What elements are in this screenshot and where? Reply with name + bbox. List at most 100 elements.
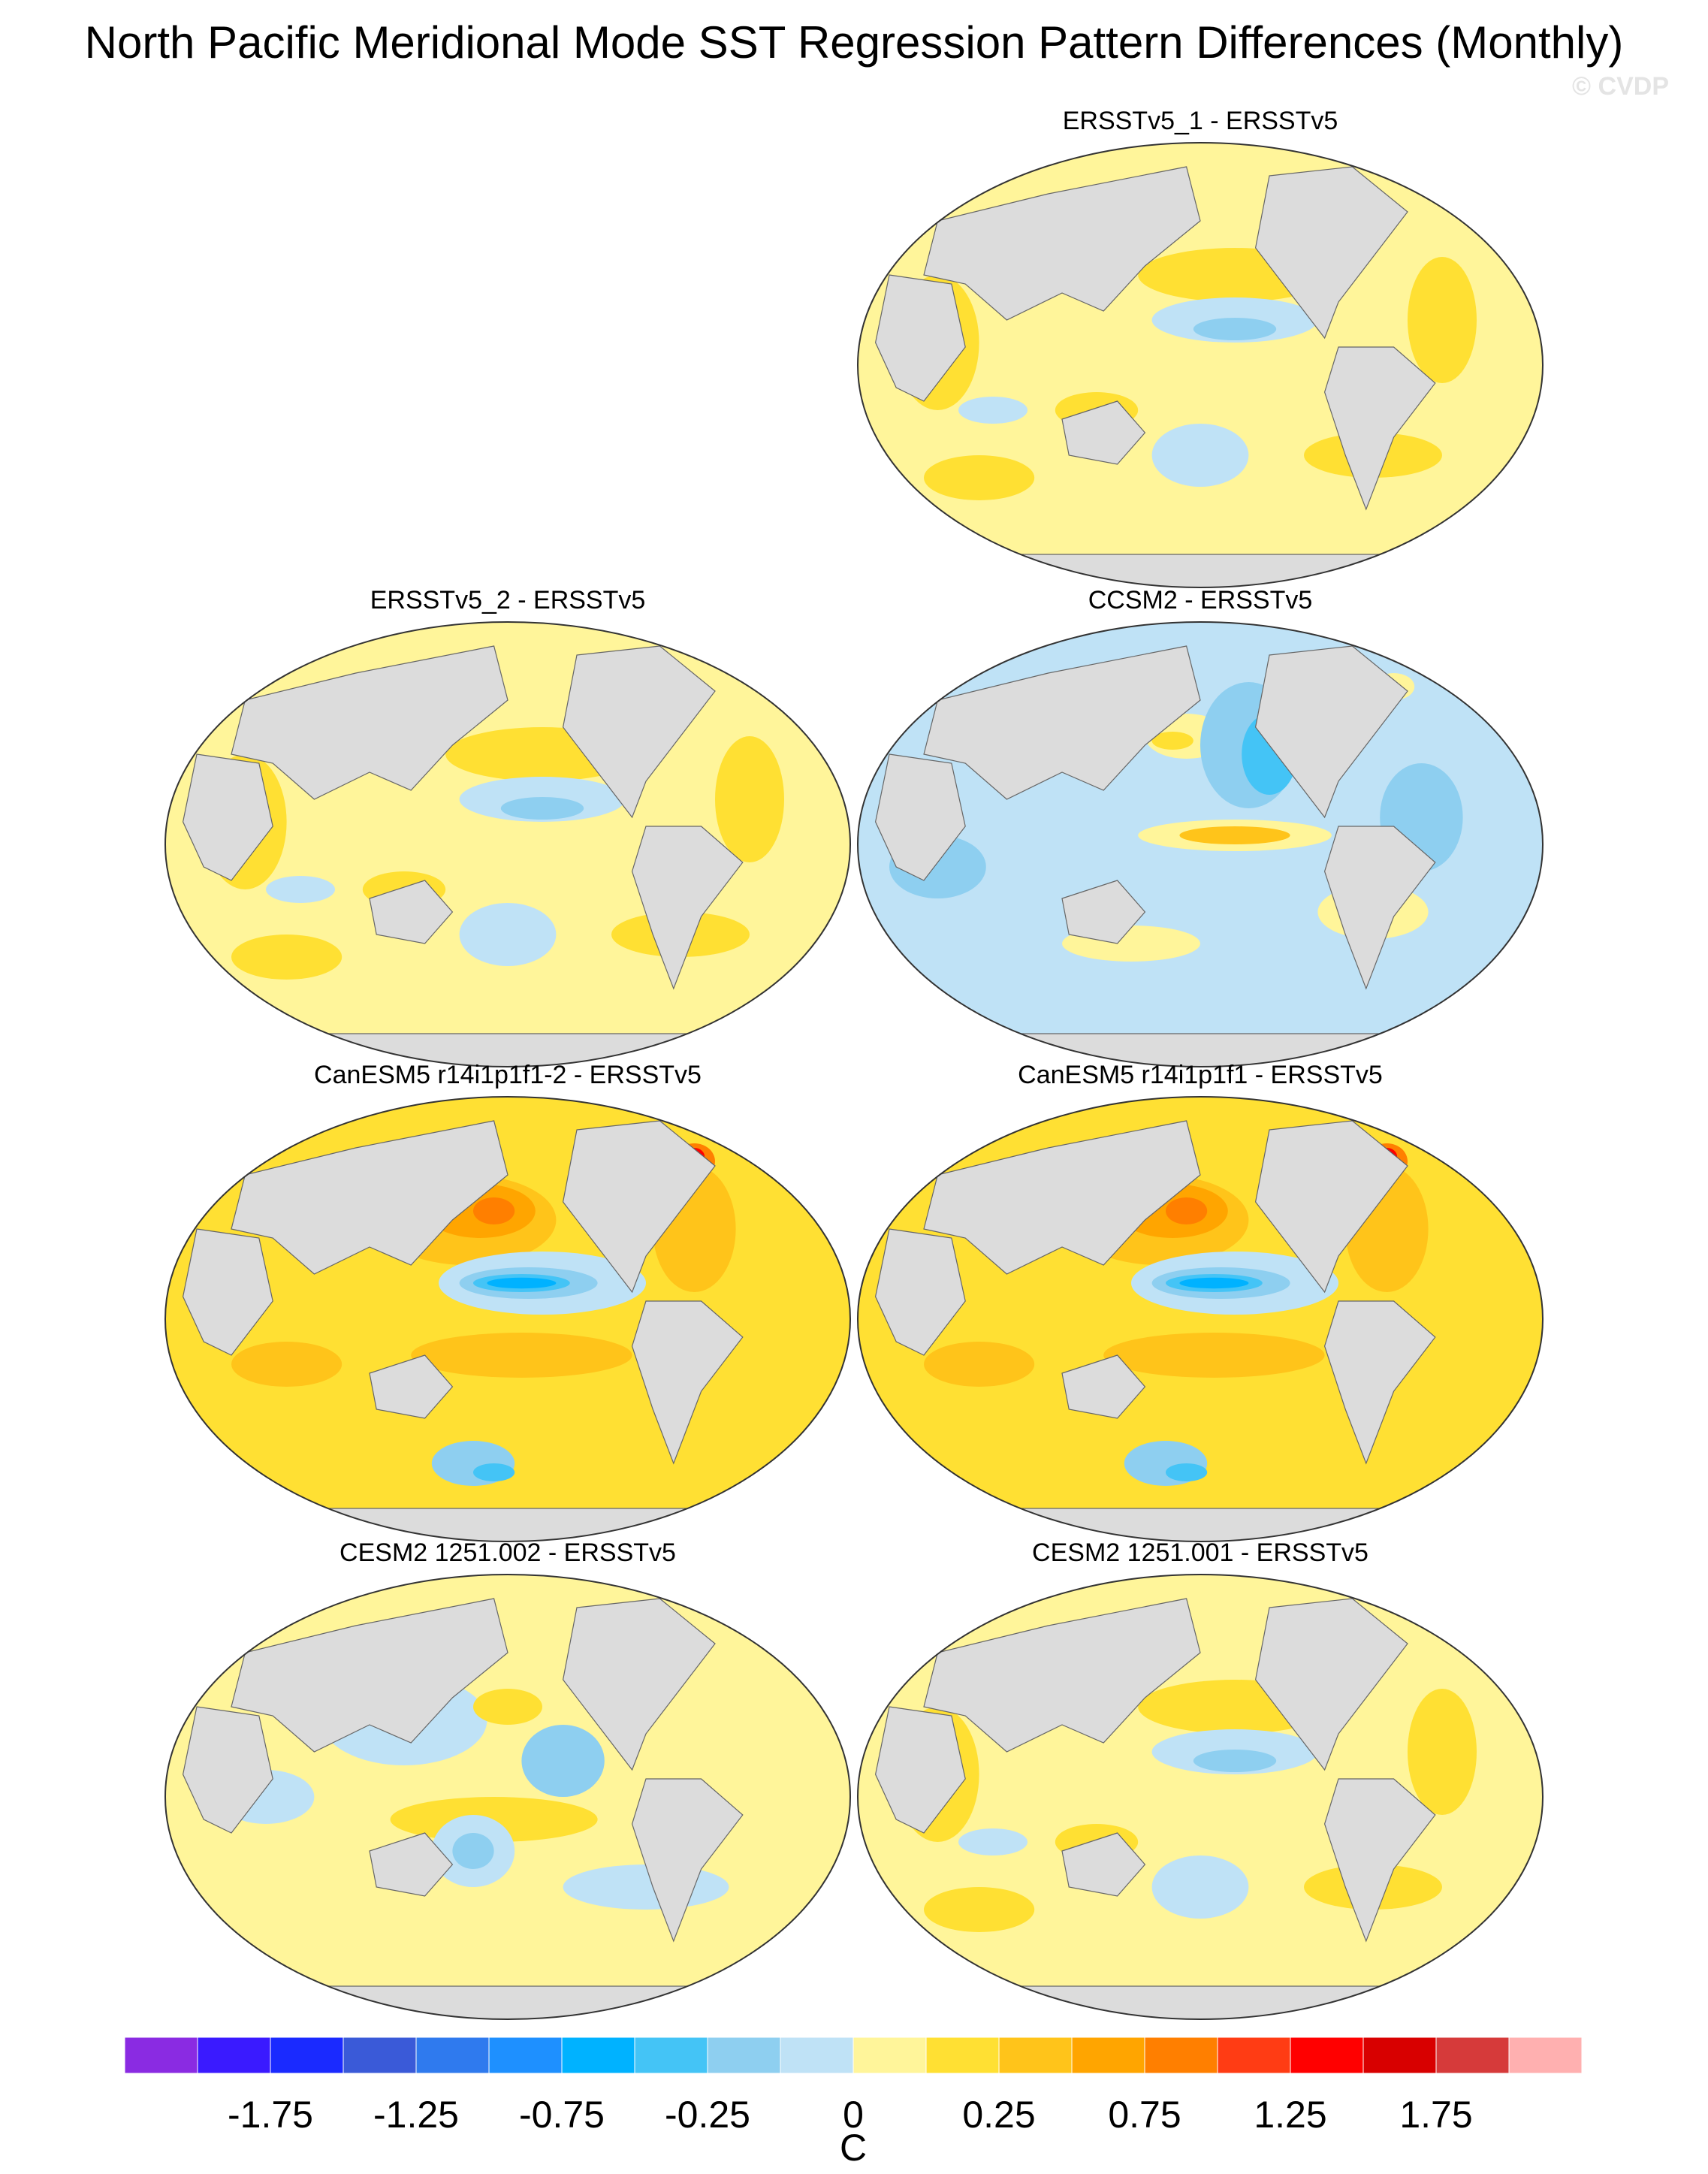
land-mass <box>923 166 1201 321</box>
land-mass <box>741 1120 799 1158</box>
land-mass <box>562 645 716 819</box>
panel-title: CanESM5 r14i1p1f1-2 - ERSSTv5 <box>314 1061 702 1089</box>
sst-anomaly-region <box>1151 1855 1249 1919</box>
map-border <box>857 1096 1544 1542</box>
sst-anomaly-region <box>1179 1277 1249 1289</box>
land-mass <box>369 880 454 944</box>
sst-anomaly-region <box>924 1342 1035 1387</box>
sst-anomaly-region <box>958 397 1028 424</box>
land-mass <box>923 1598 1201 1753</box>
world-map <box>164 1096 851 1542</box>
map-border <box>857 621 1544 1067</box>
land-mass <box>231 1598 508 1753</box>
world-map <box>857 1574 1544 2020</box>
watermark: © CVDP <box>1572 72 1669 101</box>
land-mass <box>874 274 966 402</box>
land-mass <box>991 554 1410 587</box>
colorbar-tick-label: 0.75 <box>1108 2094 1181 2136</box>
land-mass <box>741 645 799 683</box>
land-mass <box>1254 1598 1408 1771</box>
map-panel: CanESM5 r14i1p1f1 - ERSSTv5 <box>855 1061 1546 1542</box>
land-mass <box>1323 1300 1436 1465</box>
colorbar-swatch <box>1217 2037 1291 2074</box>
sst-anomaly-region <box>958 1828 1028 1855</box>
sst-anomaly-region <box>487 1277 557 1289</box>
colorbar-swatch <box>488 2037 563 2074</box>
land-mass <box>923 645 1201 800</box>
colorbar-tick-label: -1.25 <box>373 2094 459 2136</box>
colorbar-tick-label: -0.25 <box>665 2094 750 2136</box>
colorbar-swatch <box>561 2037 635 2074</box>
sst-anomaly-region <box>1193 318 1277 340</box>
map-panel: ERSSTv5_1 - ERSSTv5 <box>855 107 1546 588</box>
colorbar-swatch <box>197 2037 271 2074</box>
land-mass <box>298 1985 717 2019</box>
land-mass <box>1061 400 1146 465</box>
land-mass <box>991 1985 1410 2019</box>
colorbar-swatch <box>270 2037 344 2074</box>
land-mass <box>1254 645 1408 819</box>
land-mass <box>182 1228 273 1356</box>
sst-anomaly-region <box>715 736 784 862</box>
colorbar-swatch <box>780 2037 854 2074</box>
sst-anomaly-region <box>924 455 1035 500</box>
land-mass <box>1323 826 1436 990</box>
land-mass <box>874 1228 966 1356</box>
colorbar-swatch <box>634 2037 708 2074</box>
colorbar-swatch <box>1362 2037 1437 2074</box>
colorbar-swatch <box>1144 2037 1218 2074</box>
colorbar-tick-label: 1.25 <box>1254 2094 1327 2136</box>
world-map <box>857 142 1544 588</box>
sst-anomaly-region <box>563 1865 729 1910</box>
land-mass <box>1434 1598 1492 1635</box>
colorbar-swatch <box>1290 2037 1364 2074</box>
colorbar-tick-label: 1.75 <box>1399 2094 1473 2136</box>
world-map <box>164 621 851 1067</box>
land-mass <box>1323 346 1436 511</box>
land-mass <box>1434 1120 1492 1158</box>
colorbar-swatch <box>925 2037 1000 2074</box>
sst-anomaly-region <box>1193 1750 1277 1772</box>
colorbar <box>125 2037 1582 2074</box>
land-mass <box>1061 880 1146 944</box>
sst-anomaly-region <box>1408 257 1477 383</box>
sst-anomaly-region <box>521 1725 605 1797</box>
sst-anomaly-region <box>231 935 343 980</box>
map-border <box>857 1574 1544 2020</box>
land-mass <box>1061 1354 1146 1419</box>
colorbar-tick-label: 0 <box>843 2094 864 2136</box>
sst-anomaly-region <box>924 1887 1035 1932</box>
colorbar-tick-label: -1.75 <box>228 2094 313 2136</box>
sst-anomaly-region <box>473 1689 542 1725</box>
map-border <box>857 142 1544 588</box>
map-border <box>164 1096 851 1542</box>
land-mass <box>369 1354 454 1419</box>
sst-anomaly-region <box>1151 424 1249 487</box>
map-border <box>164 621 851 1067</box>
land-mass <box>1434 166 1492 204</box>
sst-anomaly-region <box>411 1333 632 1378</box>
land-mass <box>1061 1832 1146 1897</box>
colorbar-swatch <box>415 2037 490 2074</box>
map-panel: CCSM2 - ERSSTv5 <box>855 586 1546 1067</box>
colorbar-swatch <box>707 2037 781 2074</box>
sst-anomaly-region <box>473 1463 515 1481</box>
world-map <box>857 1096 1544 1542</box>
sst-anomaly-region <box>452 1833 494 1869</box>
world-map <box>164 1574 851 2020</box>
map-panel: CESM2 1251.002 - ERSSTv5 <box>162 1538 853 2020</box>
colorbar-swatch <box>852 2037 927 2074</box>
land-mass <box>562 1120 716 1294</box>
land-mass <box>631 1778 744 1943</box>
colorbar-swatch <box>343 2037 417 2074</box>
sst-anomaly-region <box>1166 1197 1208 1224</box>
colorbar-tick-label: 0.25 <box>962 2094 1036 2136</box>
land-mass <box>231 645 508 800</box>
sst-anomaly-region <box>473 1197 515 1224</box>
sst-anomaly-region <box>231 1342 343 1387</box>
map-panel: CESM2 1251.001 - ERSSTv5 <box>855 1538 1546 2020</box>
map-border <box>164 1574 851 2020</box>
colorbar-unit: C <box>839 2127 868 2169</box>
land-mass <box>231 1120 508 1275</box>
colorbar-swatch <box>1435 2037 1510 2074</box>
